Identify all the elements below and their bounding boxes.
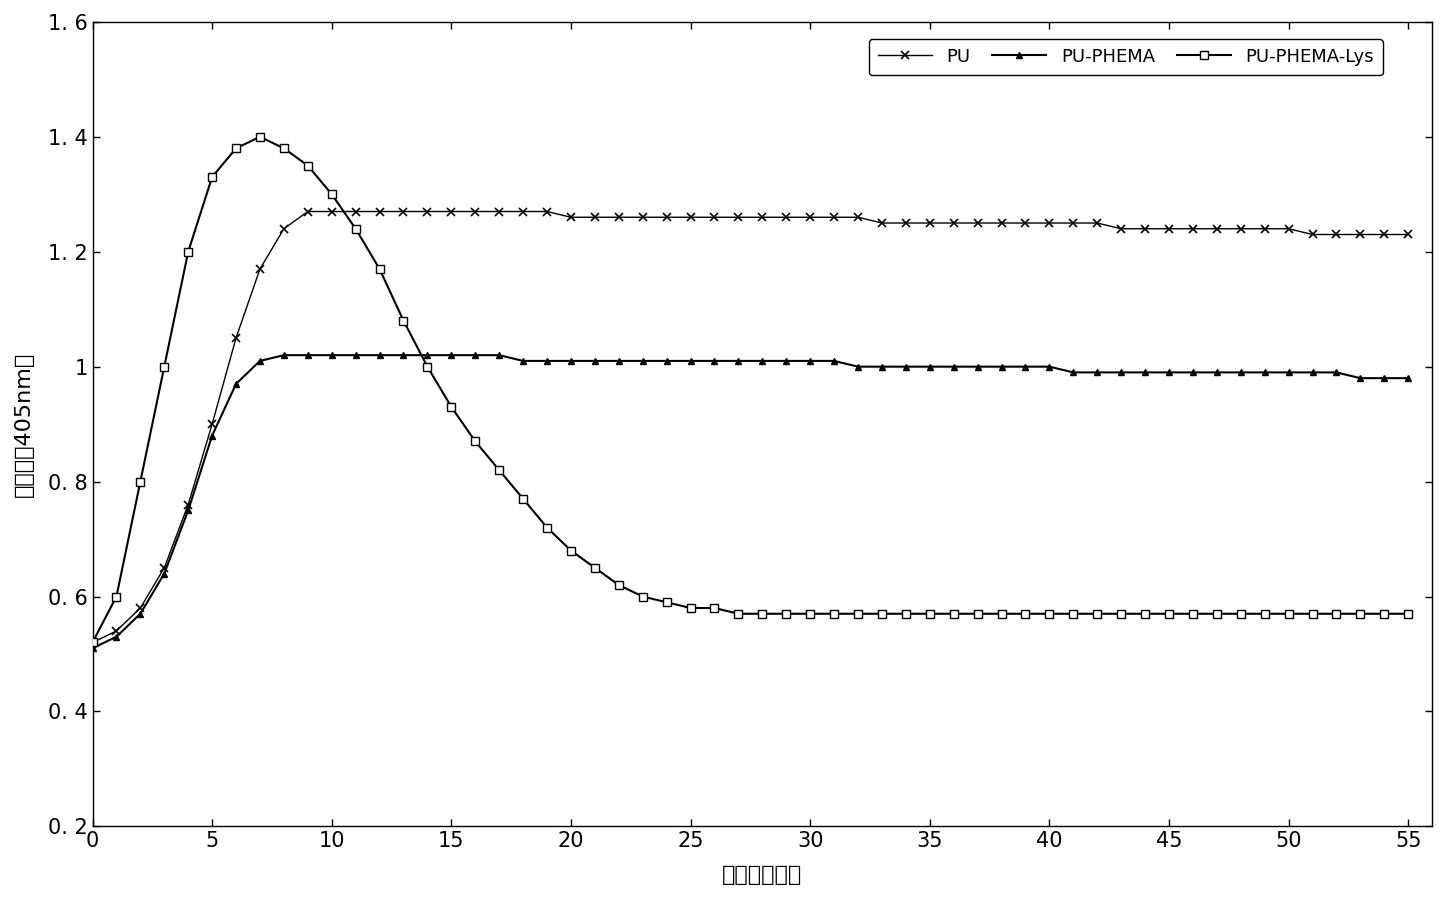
PU-PHEMA-Lys [252,131,269,142]
PU [299,206,317,217]
Legend: PU, PU-PHEMA, PU-PHEMA-Lys: PU, PU-PHEMA, PU-PHEMA-Lys [869,39,1382,76]
PU-PHEMA-Lys [586,563,603,574]
PU [108,626,126,636]
PU-PHEMA [586,355,603,366]
Y-axis label: 吸光值（405nm）: 吸光值（405nm） [14,352,33,497]
PU-PHEMA [1112,367,1129,378]
PU-PHEMA [921,361,938,372]
PU-PHEMA [108,631,126,642]
PU-PHEMA-Lys [108,592,126,602]
PU-PHEMA [969,361,986,372]
PU [1112,223,1129,234]
Line: PU: PU [88,208,1413,646]
PU-PHEMA-Lys [84,637,101,648]
PU-PHEMA [1400,373,1417,384]
PU-PHEMA-Lys [969,609,986,619]
PU-PHEMA [84,643,101,654]
X-axis label: 时间（分钟）: 时间（分钟） [722,865,803,886]
Line: PU-PHEMA-Lys: PU-PHEMA-Lys [88,133,1413,646]
PU-PHEMA-Lys [921,609,938,619]
PU-PHEMA [275,350,292,360]
PU [921,218,938,228]
PU-PHEMA-Lys [1112,609,1129,619]
PU [849,212,866,223]
PU-PHEMA [849,361,866,372]
PU [1400,229,1417,240]
PU [84,637,101,648]
PU [969,218,986,228]
PU [586,212,603,223]
PU-PHEMA-Lys [1400,609,1417,619]
PU-PHEMA-Lys [849,609,866,619]
Line: PU-PHEMA: PU-PHEMA [90,352,1411,652]
